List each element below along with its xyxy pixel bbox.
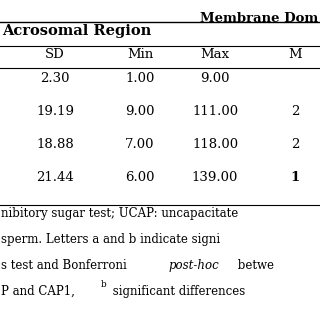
Text: 19.19: 19.19: [36, 105, 74, 118]
Text: s test and Bonferroni: s test and Bonferroni: [1, 259, 131, 272]
Text: 2: 2: [291, 138, 299, 151]
Text: 9.00: 9.00: [125, 105, 155, 118]
Text: 118.00: 118.00: [192, 138, 238, 151]
Text: b: b: [101, 280, 107, 289]
Text: 111.00: 111.00: [192, 105, 238, 118]
Text: P and CAP1,: P and CAP1,: [1, 285, 79, 298]
Text: Min: Min: [127, 48, 153, 61]
Text: SD: SD: [45, 48, 65, 61]
Text: 1: 1: [290, 171, 300, 184]
Text: 139.00: 139.00: [192, 171, 238, 184]
Text: Membrane Dom: Membrane Dom: [200, 12, 318, 25]
Text: Acrosomal Region: Acrosomal Region: [2, 24, 151, 38]
Text: 6.00: 6.00: [125, 171, 155, 184]
Text: Max: Max: [200, 48, 229, 61]
Text: sperm. Letters a and b indicate signi: sperm. Letters a and b indicate signi: [1, 233, 220, 246]
Text: 9.00: 9.00: [200, 72, 230, 85]
Text: 2.30: 2.30: [40, 72, 70, 85]
Text: 1.00: 1.00: [125, 72, 155, 85]
Text: 18.88: 18.88: [36, 138, 74, 151]
Text: nibitory sugar test; UCAP: uncapacitate: nibitory sugar test; UCAP: uncapacitate: [1, 207, 238, 220]
Text: betwe: betwe: [234, 259, 274, 272]
Text: 2: 2: [291, 105, 299, 118]
Text: M: M: [288, 48, 302, 61]
Text: post-hoc: post-hoc: [168, 259, 219, 272]
Text: 7.00: 7.00: [125, 138, 155, 151]
Text: 21.44: 21.44: [36, 171, 74, 184]
Text: significant differences: significant differences: [108, 285, 245, 298]
